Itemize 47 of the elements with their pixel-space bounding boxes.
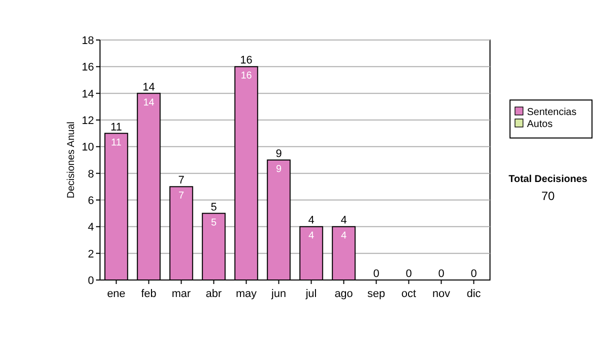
- x-tick-label: nov: [432, 288, 451, 300]
- x-tick-label: jul: [304, 288, 317, 300]
- x-tick-label: mar: [172, 288, 192, 300]
- data-label: 4: [340, 230, 347, 242]
- total-label: 5: [210, 201, 217, 214]
- y-tick-label: 2: [88, 248, 94, 260]
- data-label: 14: [143, 97, 155, 108]
- total-label: 4: [308, 214, 314, 227]
- total-label: 0: [406, 268, 412, 280]
- x-tick-label: jun: [270, 288, 286, 300]
- data-label: 11: [111, 137, 122, 148]
- data-label: 9: [276, 164, 282, 175]
- y-tick-label: 16: [82, 62, 94, 74]
- data-label: 16: [240, 70, 252, 82]
- y-tick-label: 14: [82, 88, 94, 100]
- x-tick-label: oct: [401, 288, 416, 300]
- y-tick-label: 10: [82, 142, 94, 154]
- text: Total Decisiones: [508, 174, 588, 185]
- text: 70: [541, 189, 555, 203]
- x-tick-label: may: [236, 288, 258, 300]
- y-tick-label: 8: [88, 168, 94, 180]
- data-label: 4: [308, 230, 314, 242]
- x-tick-label: feb: [141, 288, 156, 300]
- total-label: 0: [438, 268, 444, 280]
- total-label: 0: [470, 268, 477, 280]
- y-tick-label: 12: [82, 115, 94, 127]
- total-label: 4: [340, 214, 347, 227]
- y-tick-label: 6: [88, 195, 94, 207]
- y-tick-label: 0: [88, 275, 94, 287]
- x-tick-label: sep: [367, 288, 386, 300]
- total-label: 9: [276, 148, 282, 160]
- x-tick-label: abr: [206, 288, 222, 300]
- y-tick-label: 4: [88, 222, 94, 234]
- y-tick-label: 18: [82, 35, 94, 47]
- total-label: 11: [110, 121, 122, 134]
- total-label: 14: [142, 81, 155, 94]
- x-tick-label: ago: [334, 288, 353, 300]
- x-tick-label: ene: [107, 288, 126, 300]
- legend-label: Autos: [527, 119, 553, 130]
- y-axis-title: Decisiones Anual: [66, 122, 77, 198]
- total-label: 7: [178, 174, 184, 187]
- legend-label: Sentencias: [527, 107, 576, 118]
- data-label: 5: [210, 217, 217, 228]
- total-label: 16: [240, 54, 252, 67]
- total-label: 0: [373, 268, 380, 280]
- data-label: 7: [178, 190, 184, 202]
- x-tick-label: dic: [466, 288, 482, 300]
